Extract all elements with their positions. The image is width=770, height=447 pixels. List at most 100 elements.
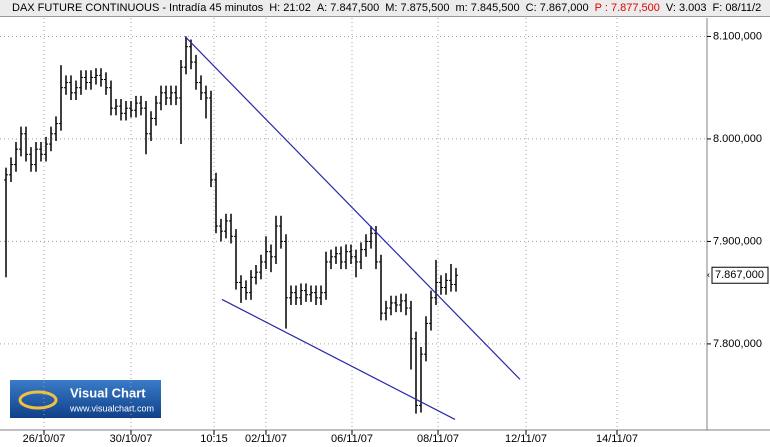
header-field: m: 7.845,500 (455, 2, 520, 14)
ohlc-bar (424, 316, 428, 362)
ohlc-bar (159, 85, 163, 111)
ohlc-bar (94, 68, 98, 85)
ohlc-bar (439, 275, 443, 295)
ohlc-bar (114, 98, 118, 116)
ohlc-bar (434, 259, 438, 305)
ohlc-bar (79, 70, 83, 95)
ohlc-bar (74, 80, 78, 100)
ohlc-bar (294, 285, 298, 305)
ohlc-bar (49, 126, 53, 152)
ohlc-bar (164, 85, 168, 106)
ohlc-bar (444, 273, 448, 295)
ohlc-bar (249, 270, 253, 300)
ohlc-bar (354, 249, 358, 278)
ohlc-bar (89, 70, 93, 90)
ohlc-bar (309, 285, 313, 302)
ohlc-bar (24, 126, 28, 162)
ohlc-bar (149, 111, 153, 141)
ohlc-bar (454, 268, 458, 292)
header-field: DAX FUTURE CONTINUOUS - Intradía 45 minu… (12, 2, 264, 14)
ohlc-bar (404, 293, 408, 316)
ohlc-bar (429, 290, 433, 331)
x-tick-label: 14/11/07 (596, 433, 638, 445)
ohlc-bar (284, 234, 288, 329)
logo-icon (18, 390, 58, 410)
ohlc-bar (39, 142, 43, 162)
ohlc-bar (34, 142, 38, 172)
ohlc-bar (374, 226, 378, 270)
ohlc-bar (219, 218, 223, 242)
ohlc-bar (329, 249, 333, 270)
ohlc-bar (179, 60, 183, 145)
x-tick-label: 30/10/07 (110, 433, 153, 445)
ohlc-bar (229, 213, 233, 244)
ohlc-bar (189, 39, 193, 70)
trendline (221, 298, 456, 420)
ohlc-bar (54, 116, 58, 141)
y-tick-label: 7.800,000 (713, 338, 762, 350)
ohlc-bar (9, 157, 13, 182)
ohlc-bar (129, 101, 133, 118)
ohlc-bar (204, 85, 208, 119)
ohlc-bar (324, 251, 328, 300)
ohlc-bar (174, 85, 178, 106)
ohlc-bar (334, 246, 338, 264)
ohlc-bar (364, 234, 368, 257)
plot-area (0, 18, 707, 430)
ohlc-bar (359, 242, 363, 270)
ohlc-bar (299, 283, 303, 305)
logo-url: www.visualchart.com (69, 403, 154, 413)
ohlc-bar (449, 263, 453, 292)
ohlc-bar (314, 285, 318, 305)
header: DAX FUTURE CONTINUOUS - Intradía 45 minu… (0, 0, 770, 17)
header-field: V: 3.003 (665, 2, 707, 14)
header-field: C: 7.867,000 (525, 2, 589, 14)
ohlc-bar (394, 295, 398, 313)
header-field: P : 7.877,500 (594, 2, 660, 14)
ohlc-bar (199, 75, 203, 100)
ohlc-bar (139, 95, 143, 116)
ohlc-bar (319, 285, 323, 305)
header-field: F: 08/11/2 (712, 2, 762, 14)
ohlc-bar (14, 142, 18, 172)
ohlc-bar (274, 215, 278, 264)
ohlc-bar (234, 229, 238, 290)
x-tick-label: 12/11/07 (505, 433, 547, 445)
last-price-box (711, 266, 769, 284)
ohlc-bar (29, 147, 33, 172)
ohlc-bar (339, 246, 343, 270)
last-price-marker: ‹ (707, 270, 710, 280)
header-field: H: 21:02 (269, 2, 311, 14)
ohlc-bar (384, 300, 388, 321)
ohlc-bar (239, 275, 243, 303)
ohlc-bar (134, 95, 138, 118)
ohlc-bar (64, 75, 68, 95)
header-field: M: 7.875,500 (385, 2, 450, 14)
ohlc-bar (214, 172, 218, 234)
ohlc-bar (389, 295, 393, 316)
x-tick-label: 10:15 (200, 433, 228, 445)
ohlc-bar (224, 213, 228, 239)
ohlc-bar (99, 68, 103, 87)
ohlc-bar (59, 65, 63, 131)
logo-box (10, 380, 161, 418)
ohlc-bar (119, 98, 123, 121)
logo-title: Visual Chart (70, 385, 146, 400)
logo: Visual Chart www.visualchart.com (10, 380, 161, 418)
ohlc-bar (124, 101, 128, 121)
ohlc-bar (289, 285, 293, 305)
last-price-label: 7.867,000 (715, 269, 764, 281)
ohlc-bar (19, 126, 23, 157)
ohlc-bar (154, 95, 158, 126)
ohlc-bar (264, 236, 268, 270)
ohlc-bar (109, 80, 113, 116)
ohlc-bar (4, 167, 8, 278)
y-tick-label: 8.000,000 (713, 133, 762, 145)
ohlc-bar (259, 254, 263, 280)
trendline (184, 36, 521, 380)
ohlc-bar (169, 85, 173, 106)
ohlc-bar (344, 244, 348, 270)
ohlc-bar (184, 36, 188, 75)
